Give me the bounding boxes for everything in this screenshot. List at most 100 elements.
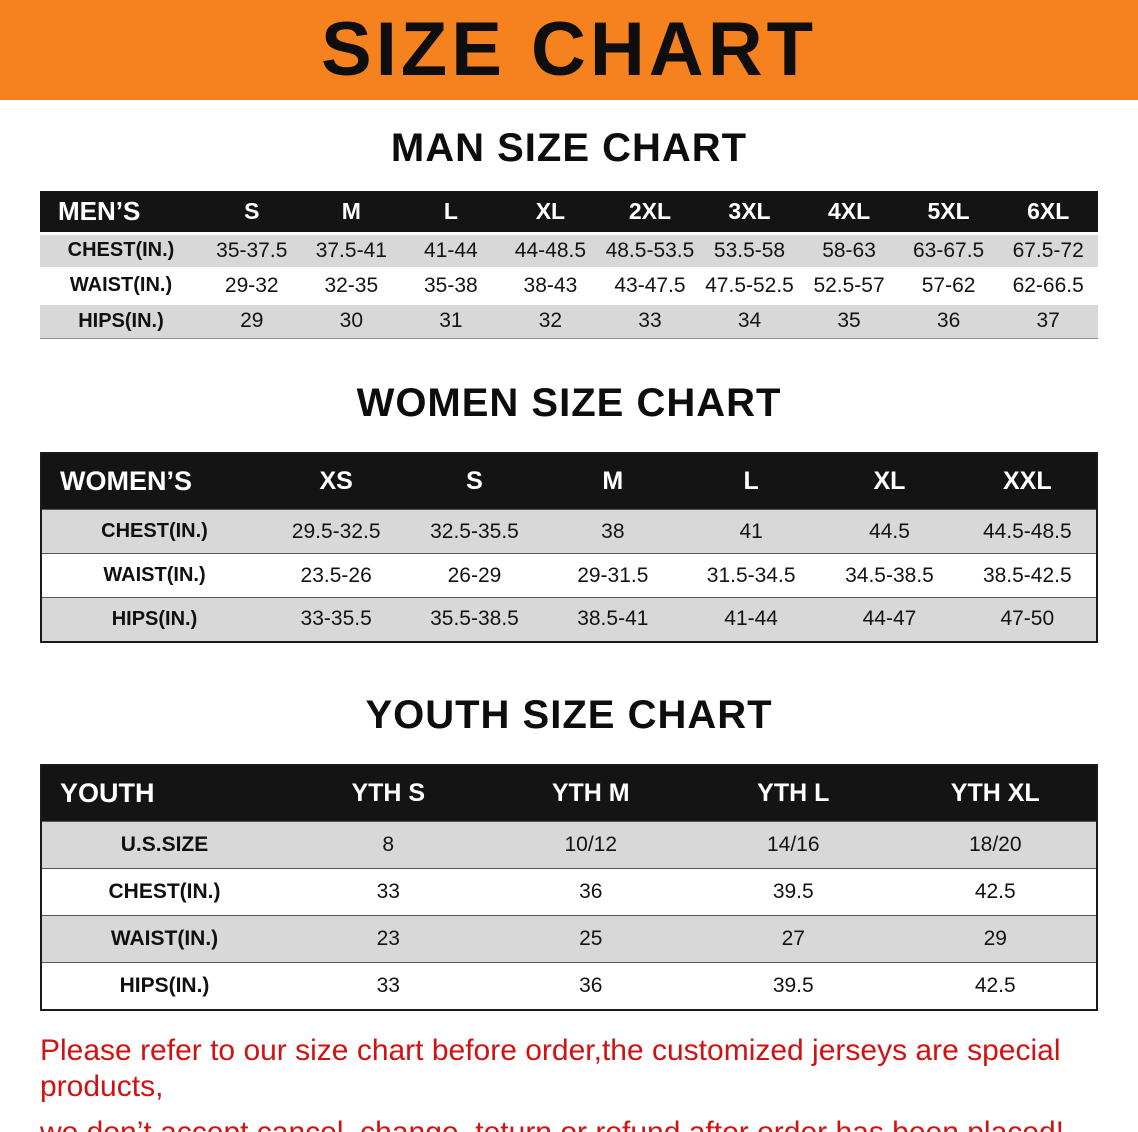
row-label: WAIST(IN.): [69, 274, 173, 296]
size-column-header: YTH M: [489, 764, 692, 822]
size-column-header: L: [401, 191, 501, 233]
size-value-cell: 41-44: [724, 607, 778, 631]
size-value-cell: 25: [579, 927, 603, 950]
size-value-cell: 29: [240, 309, 264, 332]
size-column-header: M: [543, 452, 682, 510]
size-value-cell: 52.5-57: [813, 273, 885, 297]
size-value-cell: 41-44: [424, 238, 478, 262]
size-column-header: XXL: [958, 452, 1097, 510]
size-value-cell: 36: [936, 309, 961, 332]
size-value-cell: 38-43: [523, 273, 578, 297]
page-title: SIZE CHART: [321, 7, 817, 92]
size-value-cell: 33-35.5: [300, 607, 372, 631]
table-title-cell: MEN’S: [40, 191, 202, 233]
men-size-table: MEN’S S M L XL 2XL 3XL 4XL 5XL 6XL CHEST(IN.) 35-37…: [40, 191, 1098, 339]
size-column-header: XL: [500, 191, 601, 233]
women-size-table: WOMEN’S XS S M L XL XXL CHEST(IN.) 29.5-32.5 32.5…: [40, 451, 1098, 643]
size-value-cell: 34: [737, 309, 762, 332]
size-value-cell: 10/12: [564, 833, 618, 856]
table-row: HIPS(IN.) 33 36 39.5 42.5: [41, 962, 1097, 1010]
size-value-cell: 53.5-58: [713, 238, 786, 262]
size-column-header: 4XL: [799, 191, 899, 233]
row-label: U.S.SIZE: [120, 833, 209, 856]
size-column-header: 5XL: [898, 191, 999, 233]
size-column-header: YTH L: [692, 764, 895, 822]
size-value-cell: 35.5-38.5: [430, 607, 519, 631]
row-label: CHEST(IN.): [67, 239, 175, 261]
size-value-cell: 62-66.5: [1012, 273, 1084, 297]
size-column-header: 6XL: [998, 191, 1098, 233]
row-label: CHEST(IN.): [101, 520, 208, 542]
women-size-section: WOMEN SIZE CHART WOMEN’S XS S M L XL XXL CHEST(…: [0, 381, 1138, 643]
size-value-cell: 18/20: [968, 833, 1022, 856]
size-value-cell: 36: [579, 880, 603, 903]
header-row: WOMEN’S XS S M L XL XXL: [41, 452, 1097, 510]
men-size-section: MAN SIZE CHART MEN’S S M L XL 2XL 3XL 4XL 5XL 6XL…: [0, 126, 1138, 339]
size-column-header: S: [405, 452, 544, 510]
youth-section-heading: YOUTH SIZE CHART: [365, 692, 773, 737]
size-value-cell: 35-38: [424, 273, 478, 297]
size-value-cell: 47-50: [1000, 607, 1055, 631]
row-label: CHEST(IN.): [108, 880, 221, 903]
note-line-1: Please refer to our size chart before or…: [40, 1033, 1061, 1103]
size-value-cell: 38.5-41: [577, 607, 649, 631]
size-value-cell: 33: [376, 880, 400, 903]
size-column-header: L: [681, 452, 821, 510]
table-row: CHEST(IN.) 33 36 39.5 42.5: [41, 868, 1097, 916]
size-value-cell: 63-67.5: [912, 238, 985, 262]
row-label: HIPS(IN.): [78, 309, 164, 332]
size-value-cell: 27: [781, 927, 805, 950]
size-value-cell: 43-47.5: [614, 273, 686, 297]
table-row: CHEST(IN.) 35-37.5 37.5-41 41-44 44-48.5 48.5…: [40, 233, 1098, 268]
size-value-cell: 23: [376, 927, 400, 950]
size-value-cell: 42.5: [974, 880, 1016, 903]
table-row: CHEST(IN.) 29.5-32.5 32.5-35.5 38 41 44.5 44.5…: [41, 509, 1097, 554]
header-row: YOUTH YTH S YTH M YTH L YTH XL: [41, 764, 1097, 822]
table-row: WAIST(IN.) 23 25 27 29: [41, 915, 1097, 963]
size-value-cell: 38.5-42.5: [982, 563, 1072, 587]
size-value-cell: 44.5-48.5: [982, 519, 1072, 543]
size-value-cell: 33: [376, 973, 400, 997]
size-value-cell: 36: [579, 973, 603, 997]
size-value-cell: 67.5-72: [1012, 238, 1084, 262]
youth-size-section: YOUTH SIZE CHART YOUTH YTH S YTH M YTH L YTH…: [0, 693, 1138, 1011]
size-value-cell: 44-47: [862, 607, 917, 631]
size-value-cell: 33: [638, 309, 662, 332]
table-row: WAIST(IN.) 29-32 32-35 35-38 38-43 43-47.5 47.…: [40, 268, 1098, 303]
table-row: WAIST(IN.) 23.5-26 26-29 29-31.5 31.5-34.5 34…: [41, 553, 1097, 598]
row-label: HIPS(IN.): [111, 607, 198, 630]
size-value-cell: 57-62: [921, 273, 976, 297]
size-value-cell: 32: [538, 309, 563, 332]
size-column-header: S: [202, 191, 302, 233]
size-value-cell: 41: [739, 519, 763, 543]
size-value-cell: 39.5: [772, 973, 814, 997]
size-value-cell: 48.5-53.5: [605, 238, 695, 262]
size-value-cell: 39.5: [772, 880, 814, 903]
size-value-cell: 35: [837, 309, 861, 332]
size-value-cell: 31: [439, 309, 463, 332]
size-value-cell: 23.5-26: [300, 563, 372, 587]
size-value-cell: 44.5: [869, 519, 910, 543]
table-row: HIPS(IN.) 29 30 31 32 33 34 35 36 37: [40, 303, 1098, 338]
row-label: HIPS(IN.): [119, 973, 210, 997]
table-title-cell: YOUTH: [41, 764, 287, 822]
size-value-cell: 29-32: [224, 273, 279, 297]
charts-area: MAN SIZE CHART MEN’S S M L XL 2XL 3XL 4XL 5XL 6XL…: [0, 126, 1138, 1011]
row-label: WAIST(IN.): [110, 927, 219, 950]
note-line-2: we don’t accept cancel, change, teturn o…: [40, 1115, 1064, 1132]
size-value-cell: 42.5: [974, 973, 1016, 997]
size-value-cell: 29.5-32.5: [291, 519, 381, 543]
size-value-cell: 14/16: [766, 833, 820, 856]
size-value-cell: 34.5-38.5: [845, 563, 934, 587]
table-title-cell: WOMEN’S: [41, 452, 267, 510]
size-value-cell: 29: [983, 927, 1007, 950]
size-column-header: YTH S: [287, 764, 490, 822]
size-value-cell: 44-48.5: [514, 238, 587, 262]
size-value-cell: 26-29: [447, 563, 502, 587]
size-column-header: XL: [820, 452, 959, 510]
size-value-cell: 37: [1036, 309, 1060, 332]
size-value-cell: 32-35: [324, 273, 379, 297]
size-value-cell: 32.5-35.5: [430, 519, 519, 543]
size-value-cell: 35-37.5: [216, 238, 288, 262]
